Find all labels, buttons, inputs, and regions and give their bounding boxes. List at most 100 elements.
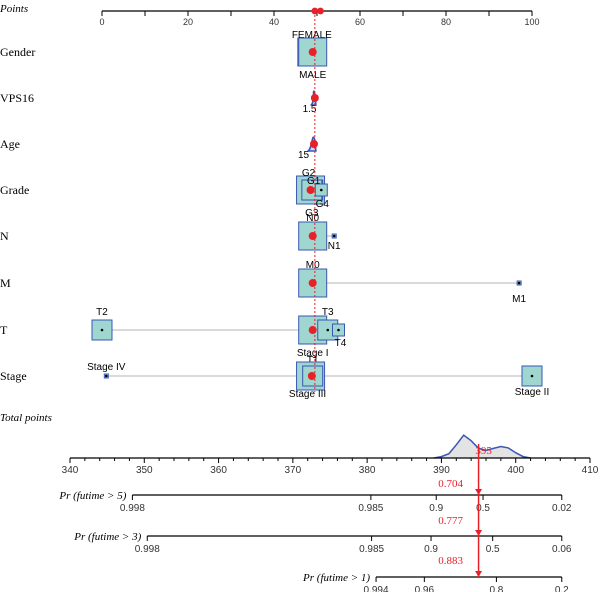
row-label-t: T: [0, 323, 8, 337]
row-m: M M0 M1: [0, 260, 526, 305]
row-label-grade: Grade: [0, 183, 29, 197]
level-center-dot: [100, 328, 104, 332]
row-label-stage: Stage: [0, 369, 27, 383]
prob-tick-label: 0.998: [135, 544, 160, 555]
prob-tick-label: 0.9: [429, 503, 443, 514]
prob-label-variable: futime: [320, 572, 348, 584]
level-center-dot: [517, 281, 521, 285]
total-value-label: 395: [475, 445, 492, 457]
level-label: T4: [335, 338, 347, 349]
prob-tick-label: 0.9: [424, 544, 438, 555]
level-label: T1: [307, 355, 319, 366]
prob-label-prefix: Pr (: [58, 490, 78, 502]
prob-label-variable: futime: [77, 490, 105, 502]
level-label: Stage III: [289, 389, 326, 400]
selected-point-stage: [307, 372, 316, 380]
prob-tick-label: 0.994: [364, 585, 389, 592]
prob-axis-label: Pr (futime > 1): [302, 572, 370, 584]
level-center-dot: [337, 328, 340, 332]
total-tick-label: 370: [285, 465, 302, 476]
level-center-dot: [332, 234, 336, 238]
prob-tick-label: 0.998: [120, 503, 145, 514]
row-stage: Stage Stage I Stage II Stage III Stage IV: [0, 348, 549, 400]
level-label: M0: [306, 260, 320, 271]
prob-value-label: 0.883: [438, 555, 463, 567]
points-tick-label: 80: [441, 17, 451, 27]
prob-axis-1: Pr (futime > 5)0.998 0.985 0.9 0.5 0.02 0.704: [58, 478, 572, 514]
row-label-gender: Gender: [0, 45, 35, 59]
prob-tick-label: 0.985: [359, 544, 384, 555]
prob-axis-label: Pr (futime > 3): [73, 531, 141, 543]
row-vps16: VPS16 1.5: [0, 90, 319, 115]
level-label: N1: [328, 241, 341, 252]
selected-point-n: [308, 232, 317, 240]
selected-point-vps16: [310, 94, 319, 102]
prob-label-suffix: > 3): [119, 531, 141, 543]
prob-tick-label: 0.2: [555, 585, 569, 592]
level-label: G3: [305, 208, 319, 219]
points-axis: Points 0 20 40 60 80 100: [0, 3, 540, 27]
level-label: N0: [306, 213, 319, 224]
total-tick-label: 390: [433, 465, 450, 476]
total-tick-label: 380: [359, 465, 376, 476]
level-center-dot: [326, 328, 330, 332]
prob-label-prefix: Pr (: [302, 572, 322, 584]
level-label: 15: [298, 150, 310, 161]
level-label: T2: [96, 307, 108, 318]
guide-arrow-3: [475, 571, 483, 577]
prob-axis-3: Pr (futime > 1)0.994 0.96 0.8 0.2 0.883: [302, 555, 569, 592]
points-tick-label: 60: [355, 17, 365, 27]
selected-point-m: [308, 279, 317, 287]
points-current-marker: [317, 7, 324, 15]
row-gender: Gender FEMALE MALE: [0, 30, 332, 81]
row-label-m: M: [0, 276, 11, 290]
prob-value-label: 0.704: [438, 478, 463, 490]
prob-tick-label: 0.06: [552, 544, 572, 555]
total-tick-label: 400: [507, 465, 524, 476]
selected-point-t: [308, 326, 317, 334]
level-label: Stage I: [297, 348, 329, 359]
prob-axis-2: Pr (futime > 3)0.998 0.985 0.9 0.5 0.06 0.777: [73, 515, 572, 555]
prob-tick-label: 0.8: [489, 585, 503, 592]
row-n: N N0 N1: [0, 213, 341, 252]
level-box-male: [298, 37, 328, 67]
prob-tick-label: 0.96: [415, 585, 435, 592]
total-density-line: [433, 434, 531, 459]
level-label: Stage II: [515, 387, 549, 398]
level-label: 1.5: [303, 104, 317, 115]
level-label: Stage IV: [87, 362, 126, 373]
guide-arrow-1: [475, 489, 483, 495]
row-label-n: N: [0, 229, 9, 243]
level-center-dot: [320, 188, 323, 192]
total-density-area: [434, 435, 531, 458]
prob-tick-label: 0.5: [486, 544, 500, 555]
prob-label-variable: futime: [92, 531, 120, 543]
prob-tick-label: 0.985: [358, 503, 383, 514]
guide-arrow-2: [475, 530, 483, 536]
prob-axis-label: Pr (futime > 5): [58, 490, 126, 502]
prob-label-suffix: > 1): [348, 572, 370, 584]
total-tick-label: 410: [582, 465, 599, 476]
row-age: Age 15: [0, 136, 318, 161]
total-tick-label: 360: [210, 465, 227, 476]
level-label: MALE: [299, 70, 327, 81]
level-label: G4: [316, 199, 330, 210]
selected-point-age: [309, 140, 318, 148]
selected-point-grade: [306, 186, 315, 194]
level-label: G2: [302, 168, 316, 179]
prob-label-prefix: Pr (: [73, 531, 93, 543]
level-center-dot: [105, 374, 108, 378]
prob-label-suffix: > 5): [104, 490, 126, 502]
prob-value-label: 0.777: [438, 515, 463, 527]
level-label: G1: [307, 176, 321, 187]
total-tick-label: 340: [62, 465, 79, 476]
points-axis-label: Points: [0, 3, 28, 15]
points-tick-label: 20: [183, 17, 193, 27]
points-tick-label: 100: [524, 17, 539, 27]
level-label: M1: [512, 294, 526, 305]
row-t: T T1 T2 T3 T4: [0, 307, 347, 366]
total-points-axis: Total points 340 350 360 370 380 390 400 410 395: [0, 412, 599, 476]
